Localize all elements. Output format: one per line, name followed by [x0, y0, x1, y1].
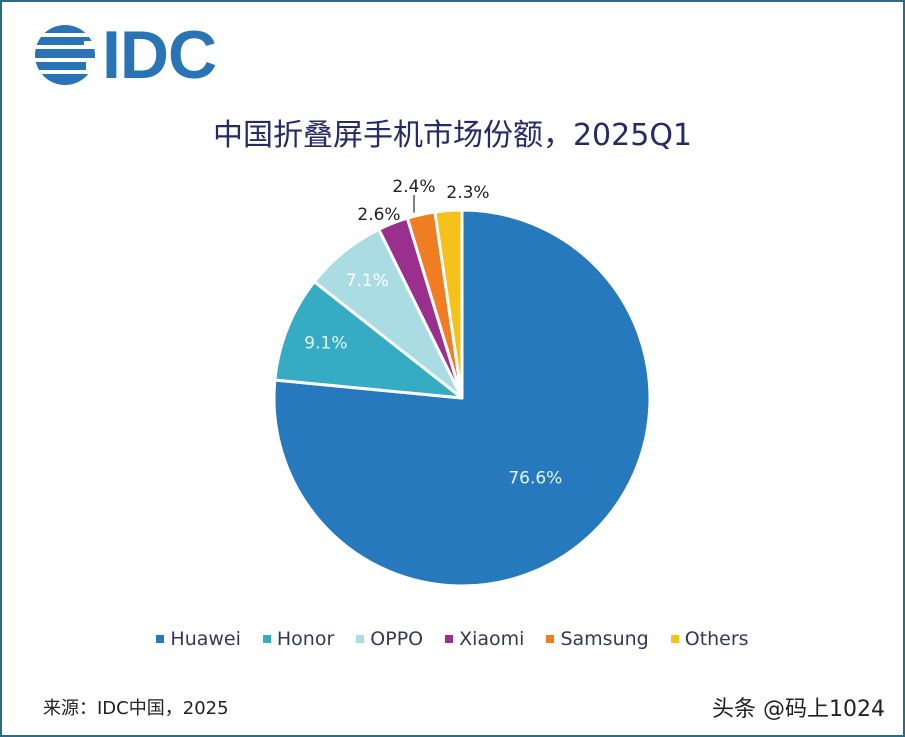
legend-label: Xiaomi [459, 628, 525, 650]
watermark: 头条 @码上1024 [712, 697, 885, 722]
chart-title: 中国折叠屏手机市场份额，2025Q1 [212, 118, 693, 153]
legend-item-honor: Honor [262, 628, 335, 650]
pie-slice-honor [273, 280, 464, 400]
legend-item-huawei: Huawei [156, 628, 241, 650]
pie-slice-others [433, 208, 464, 400]
data-label-honor: 9.1% [304, 333, 347, 353]
legend-label: Samsung [560, 628, 649, 650]
idc-logo: IDC [34, 17, 217, 93]
chart-legend: Huawei Honor OPPO Xiaomi Samsung Others [0, 628, 905, 650]
legend-item-oppo: OPPO [356, 628, 423, 650]
idc-globe-icon [35, 25, 95, 85]
legend-item-others: Others [670, 628, 749, 650]
legend-item-xiaomi: Xiaomi [445, 628, 524, 650]
legend-swatch-icon [546, 635, 555, 643]
legend-label: OPPO [370, 628, 424, 650]
data-label-oppo: 7.1% [346, 271, 389, 291]
legend-label: Honor [276, 628, 335, 650]
legend-swatch-icon [670, 635, 679, 643]
legend-label: Others [684, 628, 749, 650]
legend-item-samsung: Samsung [546, 628, 649, 650]
data-label-huawei: 76.6% [508, 469, 562, 489]
legend-swatch-icon [156, 635, 165, 643]
legend-swatch-icon [356, 635, 365, 643]
data-label-others: 2.3% [446, 183, 489, 203]
data-label-xiaomi: 2.6% [357, 205, 400, 225]
data-label-samsung: 2.4% [392, 177, 435, 197]
legend-swatch-icon [262, 635, 271, 643]
idc-logo-text: IDC [102, 17, 217, 93]
legend-label: Huawei [170, 628, 241, 650]
source-note: 来源：IDC中国，2025 [43, 698, 229, 719]
legend-swatch-icon [445, 635, 454, 643]
